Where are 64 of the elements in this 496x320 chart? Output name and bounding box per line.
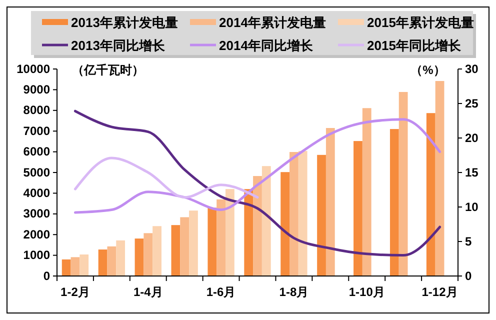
x-tick-label: 1-6月 <box>206 284 236 299</box>
legend-label: 2013年同比增长 <box>71 38 166 53</box>
bar <box>244 189 254 276</box>
bar <box>80 254 89 276</box>
y2-tick-label: 5 <box>465 234 472 248</box>
y2-tick-label: 25 <box>465 96 479 110</box>
bar <box>426 113 436 276</box>
line-series <box>74 118 442 214</box>
bar <box>134 238 144 276</box>
y2-axis-title: （%） <box>410 63 446 77</box>
y2-tick-label: 0 <box>465 268 472 283</box>
bar <box>152 226 162 276</box>
legend-label: 2014年累计发电量 <box>219 15 326 30</box>
bar <box>326 128 335 276</box>
bar <box>280 172 290 276</box>
y-tick-label: 9000 <box>23 82 50 97</box>
legend-label: 2015年同比增长 <box>367 38 462 53</box>
y-axis-title: （亿千瓦时） <box>72 63 144 77</box>
x-tick-label: 1-8月 <box>279 284 309 299</box>
x-tick-label: 1-4月 <box>133 284 163 299</box>
bar <box>354 141 362 276</box>
line-series <box>74 110 442 257</box>
legend-label: 2015年累计发电量 <box>367 15 474 30</box>
legend-label: 2014年同比增长 <box>219 38 314 53</box>
line-series <box>74 156 259 199</box>
bar <box>189 210 198 276</box>
legend-label: 2013年累计发电量 <box>71 15 178 30</box>
y-tick-label: 7000 <box>23 124 50 138</box>
x-tick-label: 1-2月 <box>60 284 90 299</box>
bar <box>208 208 217 276</box>
bar <box>98 250 108 276</box>
y-tick-label: 8000 <box>23 103 50 118</box>
bar <box>298 150 308 276</box>
y2-tick-label: 15 <box>465 165 479 180</box>
y2-tick-label: 30 <box>465 62 479 76</box>
bar <box>253 176 262 276</box>
bar <box>116 240 126 276</box>
bar <box>262 166 271 276</box>
y-tick-label: 3000 <box>23 206 50 221</box>
y2-tick-label: 10 <box>465 200 479 214</box>
y-tick-label: 6000 <box>23 144 50 159</box>
bar <box>435 81 444 276</box>
bar <box>216 199 226 276</box>
bar <box>362 108 372 276</box>
y-tick-label: 1000 <box>23 248 50 262</box>
bar <box>225 189 234 276</box>
bar <box>390 129 399 276</box>
y-tick-label: 2000 <box>23 227 50 242</box>
y-tick-label: 0 <box>43 268 50 283</box>
y2-tick-label: 20 <box>465 130 479 145</box>
bar <box>144 233 153 276</box>
y-tick-label: 10000 <box>16 62 50 76</box>
y-tick-label: 4000 <box>23 186 50 200</box>
x-tick-label: 1-12月 <box>422 284 458 299</box>
bar <box>290 152 298 276</box>
bar <box>171 225 180 276</box>
bar <box>62 259 71 276</box>
x-tick-label: 1-10月 <box>348 284 385 299</box>
bar <box>398 92 408 276</box>
bar <box>317 154 326 276</box>
y-tick-label: 5000 <box>23 165 50 180</box>
bar <box>107 246 116 276</box>
bar <box>70 257 80 276</box>
bar <box>180 217 190 276</box>
